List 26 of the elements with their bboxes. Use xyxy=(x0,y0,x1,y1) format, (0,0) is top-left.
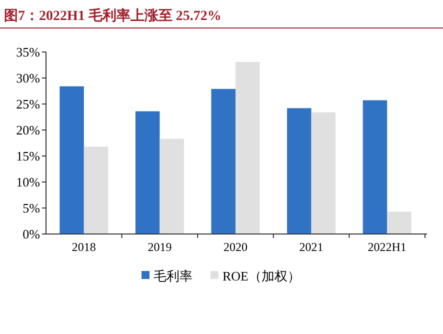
x-tick-label: 2022H1 xyxy=(368,240,406,254)
bar xyxy=(84,146,108,234)
bar xyxy=(387,212,412,234)
bar xyxy=(362,100,388,234)
bar xyxy=(287,108,312,234)
y-tick-label: 35% xyxy=(16,44,40,60)
bar xyxy=(60,86,84,234)
bar xyxy=(236,62,260,234)
x-tick-label: 2019 xyxy=(148,240,172,254)
bar xyxy=(160,138,184,234)
bar xyxy=(211,88,236,234)
y-tick-label: 20% xyxy=(16,122,40,138)
x-tick-label: 2018 xyxy=(72,240,96,254)
x-tick-label: 2021 xyxy=(299,240,324,254)
legend-label: 毛利率 xyxy=(154,268,192,284)
bar xyxy=(135,111,160,234)
legend-label: ROE（加权） xyxy=(222,268,300,284)
x-tick-label: 2020 xyxy=(224,240,248,254)
y-tick-label: 5% xyxy=(22,200,40,216)
y-tick-label: 0% xyxy=(22,226,40,242)
y-tick-label: 10% xyxy=(16,174,40,190)
y-tick-label: 25% xyxy=(16,96,40,112)
chart-title: 图7：2022H1 毛利率上涨至 25.72% xyxy=(4,7,222,24)
y-tick-label: 15% xyxy=(16,148,40,164)
bar xyxy=(311,112,336,234)
y-tick-label: 30% xyxy=(16,70,40,86)
